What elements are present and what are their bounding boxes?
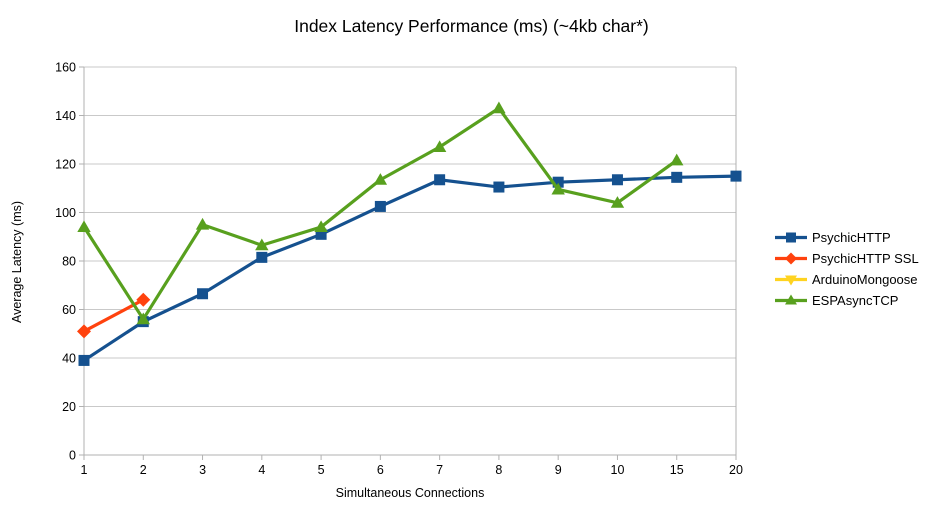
series-PsychicHTTP-marker bbox=[78, 354, 90, 366]
x-tick-label: 9 bbox=[555, 463, 562, 477]
series-PsychicHTTP-marker bbox=[374, 200, 386, 212]
series-PsychicHTTP-marker bbox=[552, 176, 564, 188]
legend-item-ArduinoMongoose: ArduinoMongoose bbox=[774, 269, 919, 290]
legend-item-ESPAsyncTCP: ESPAsyncTCP bbox=[774, 290, 919, 311]
series-PsychicHTTP-marker bbox=[493, 181, 505, 193]
legend-label: PsychicHTTP bbox=[812, 230, 891, 245]
legend-item-PsychicHTTP SSL: PsychicHTTP SSL bbox=[774, 248, 919, 269]
y-tick-label: 80 bbox=[62, 255, 76, 269]
legend-item-PsychicHTTP: PsychicHTTP bbox=[774, 227, 919, 248]
series-PsychicHTTP-marker bbox=[611, 174, 623, 186]
x-tick-label: 4 bbox=[258, 463, 265, 477]
legend-label: ArduinoMongoose bbox=[812, 272, 918, 287]
series-ESPAsyncTCP-marker bbox=[492, 101, 506, 114]
series-ESPAsyncTCP-marker bbox=[610, 196, 625, 208]
y-tick-label: 160 bbox=[55, 61, 76, 75]
series-PsychicHTTP-marker bbox=[434, 174, 446, 186]
series-ESPAsyncTCP-marker bbox=[670, 153, 684, 166]
series-ESPAsyncTCP-marker bbox=[314, 220, 328, 233]
x-tick-label: 6 bbox=[377, 463, 384, 477]
legend-diamond-icon bbox=[775, 252, 807, 265]
legend-label: PsychicHTTP SSL bbox=[812, 251, 919, 266]
x-axis-title: Simultaneous Connections bbox=[335, 486, 485, 500]
y-tick-label: 20 bbox=[62, 400, 76, 414]
y-tick-label: 120 bbox=[55, 158, 76, 172]
series-ESPAsyncTCP-marker bbox=[136, 312, 150, 325]
x-tick-label: 1 bbox=[81, 463, 88, 477]
legend-label: ESPAsyncTCP bbox=[812, 293, 899, 308]
y-tick-label: 140 bbox=[55, 109, 76, 123]
series-ESPAsyncTCP-marker bbox=[77, 220, 91, 233]
legend-triangle-up-icon bbox=[775, 294, 807, 305]
x-tick-label: 5 bbox=[318, 463, 325, 477]
x-tick-label: 20 bbox=[729, 463, 743, 477]
series-PsychicHTTP-marker bbox=[671, 171, 683, 183]
y-tick-label: 40 bbox=[62, 352, 76, 366]
x-tick-label: 2 bbox=[140, 463, 147, 477]
legend-triangle-down-icon bbox=[775, 275, 807, 286]
x-tick-label: 10 bbox=[611, 463, 625, 477]
series-line-PsychicHTTP bbox=[83, 174, 737, 362]
y-tick-label: 100 bbox=[55, 206, 76, 220]
x-tick-label: 7 bbox=[436, 463, 443, 477]
series-PsychicHTTP-marker bbox=[730, 170, 742, 182]
series-PsychicHTTP-marker bbox=[256, 251, 268, 263]
series-ESPAsyncTCP-marker bbox=[373, 173, 388, 185]
series-PsychicHTTP-marker bbox=[315, 228, 327, 240]
x-tick-label: 3 bbox=[199, 463, 206, 477]
x-tick-label: 8 bbox=[495, 463, 502, 477]
series-PsychicHTTP SSL-marker bbox=[136, 292, 151, 307]
series-ESPAsyncTCP-marker bbox=[551, 182, 565, 195]
x-tick-label: 15 bbox=[670, 463, 684, 477]
series-PsychicHTTP-marker bbox=[197, 288, 209, 300]
series-ESPAsyncTCP-marker bbox=[432, 140, 447, 153]
y-tick-label: 0 bbox=[69, 449, 76, 463]
series-ESPAsyncTCP-marker bbox=[195, 217, 210, 230]
series-ESPAsyncTCP-marker bbox=[255, 238, 269, 251]
series-line-ESPAsyncTCP bbox=[82, 106, 678, 323]
y-axis-title: Average Latency (ms) bbox=[10, 200, 24, 324]
legend-square-icon bbox=[775, 232, 807, 243]
chart-title: Index Latency Performance (ms) (~4kb cha… bbox=[294, 16, 649, 36]
y-tick-label: 60 bbox=[62, 303, 76, 317]
series-PsychicHTTP SSL-marker bbox=[77, 324, 91, 339]
legend: PsychicHTTP PsychicHTTP SSL ArduinoMongoos… bbox=[774, 227, 919, 311]
